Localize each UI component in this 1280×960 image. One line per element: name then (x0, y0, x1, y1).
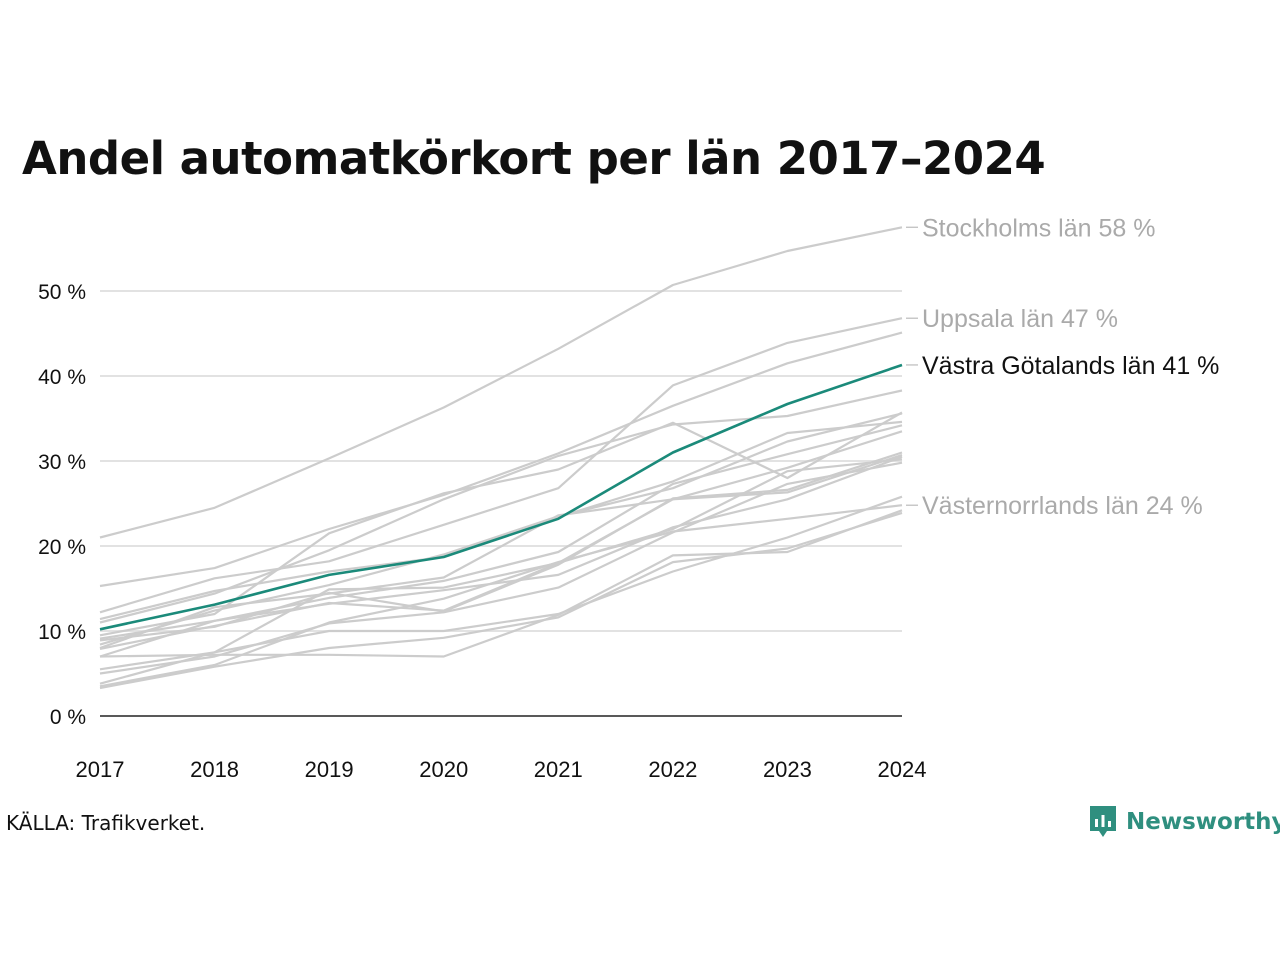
series-line-stockholms-län (99, 226, 903, 539)
series-line-other-12 (99, 461, 903, 675)
series-line-other-2 (99, 389, 903, 624)
series-line-other-9 (99, 454, 903, 650)
y-tick-label: 50 % (38, 281, 86, 304)
series-line-other-15 (99, 511, 903, 690)
x-tick-label: 2024 (878, 757, 927, 782)
newsworthy-logo-icon (1090, 806, 1116, 837)
series-line-other-1 (99, 331, 903, 588)
series-line-other-14 (99, 509, 903, 658)
series-end-label: Västernorrlands län 24 % (922, 492, 1203, 520)
brand: Newsworthy (1088, 804, 1280, 840)
y-tick-label: 10 % (38, 621, 86, 644)
series-line-other-10 (99, 455, 903, 658)
series-line-uppsala-län (99, 317, 903, 614)
series-line-highlight (99, 363, 903, 631)
x-tick-label: 2019 (305, 757, 354, 782)
x-tick-label: 2018 (190, 757, 239, 782)
series-end-label: Stockholms län 58 % (922, 214, 1155, 242)
highlight-series (99, 363, 903, 631)
series-line-västernorrlands-län (99, 504, 903, 688)
x-tick-label: 2022 (648, 757, 697, 782)
series-line-other-11 (99, 458, 903, 671)
series-line-other-4 (99, 412, 903, 646)
x-tick-label: 2020 (419, 757, 468, 782)
series-line-other-13 (99, 495, 903, 685)
background-series (99, 331, 903, 690)
series-end-label: Västra Götalands län 41 % (922, 352, 1219, 380)
y-tick-label: 20 % (38, 536, 86, 559)
x-tick-label: 2023 (763, 757, 812, 782)
chart-title: Andel automatkörkort per län 2017–2024 (22, 132, 1046, 185)
x-axis-ticks: 2017 2018 2019 2020 2021 2022 2023 2024 (76, 757, 927, 782)
y-axis-ticks: 0 % 10 % 20 % 30 % 40 % 50 % (38, 281, 86, 729)
y-tick-label: 40 % (38, 366, 86, 389)
series-line-other-7 (99, 430, 903, 650)
x-tick-label: 2021 (534, 757, 583, 782)
y-tick-label: 30 % (38, 451, 86, 474)
y-tick-label: 0 % (50, 706, 86, 729)
x-tick-label: 2017 (76, 757, 125, 782)
labeled-series (99, 226, 903, 688)
series-end-label: Uppsala län 47 % (922, 305, 1118, 333)
brand-name: Newsworthy (1126, 809, 1280, 835)
source-note: KÄLLA: Trafikverket. (6, 811, 206, 835)
series-labels: Stockholms län 58 % Uppsala län 47 % Väste… (906, 214, 1219, 520)
